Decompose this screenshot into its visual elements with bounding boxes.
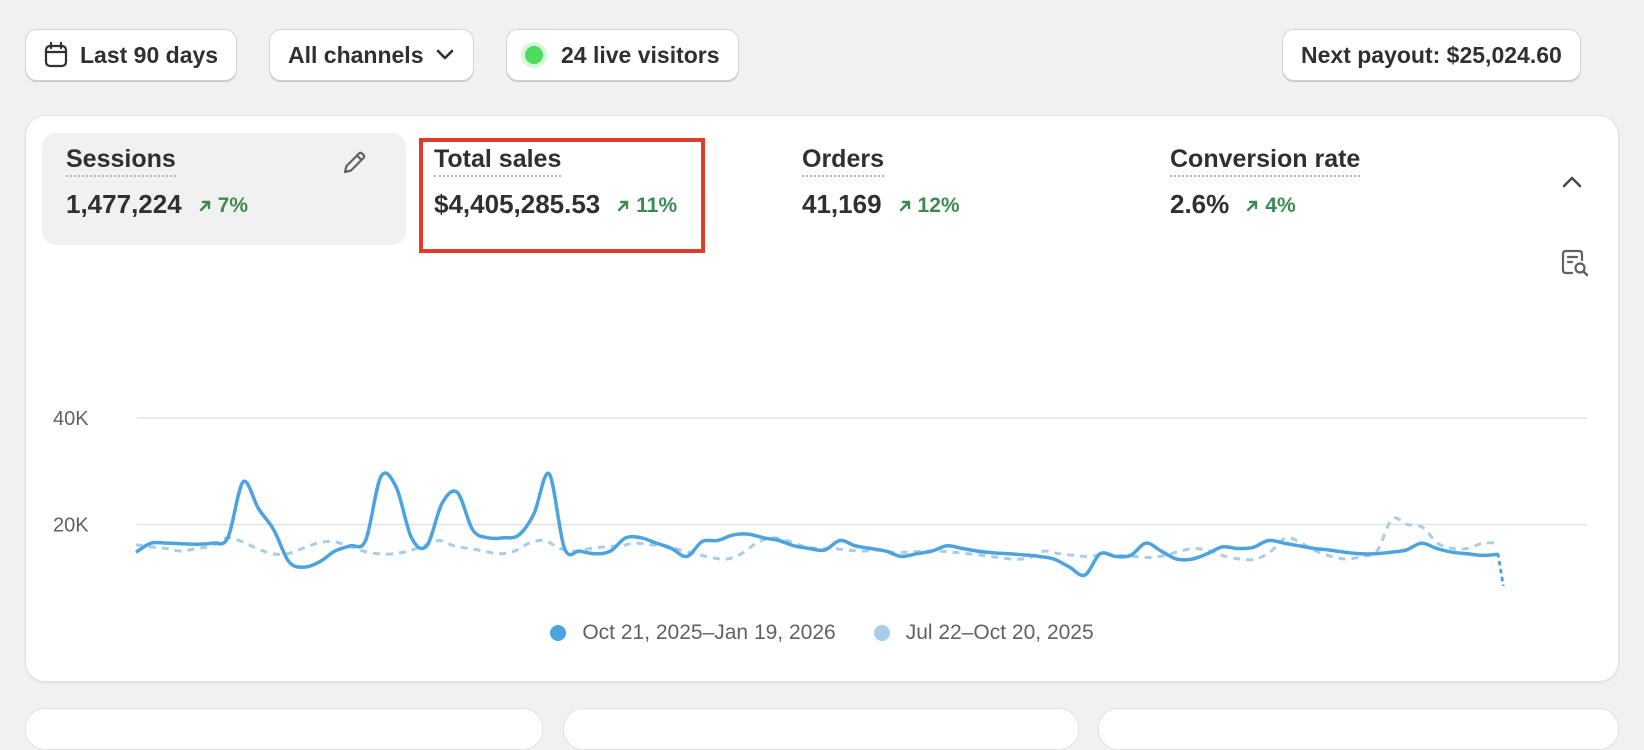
secondary-card-1 [25,708,543,750]
legend-label-current: Oct 21, 2025–Jan 19, 2026 [582,621,836,644]
metric-delta-value: 11% [636,194,678,217]
arrow-up-right-icon [899,200,910,212]
metric-conversion-rate[interactable]: Conversion rate 2.6% 4% [1146,133,1466,245]
pencil-icon[interactable] [340,149,368,177]
metric-label: Orders [802,145,884,177]
metric-value: 1,477,224 [66,189,182,219]
metric-value: 2.6% [1170,189,1230,219]
arrow-up-right-icon [1247,200,1258,212]
highlight-box [419,138,705,253]
arrow-up-right-icon [199,200,210,212]
chevron-up-icon[interactable] [1560,174,1584,190]
series-line-current-partial [1496,552,1505,586]
legend-item-previous[interactable]: Jul 22–Oct 20, 2025 [873,621,1094,645]
legend-swatch-current [550,625,567,641]
date-range-label: Last 90 days [80,41,219,68]
metric-delta-value: 12% [917,194,960,217]
channels-dropdown[interactable]: All channels [269,29,475,81]
metric-total-sales[interactable]: Total sales $4,405,285.53 11% [410,133,710,245]
metric-value: $4,405,285.53 [434,189,601,219]
series-line-current [135,471,1499,578]
legend-item-current[interactable]: Oct 21, 2025–Jan 19, 2026 [550,621,836,645]
arrow-up-right-icon [618,200,629,212]
metric-delta: 4% [1245,194,1296,218]
legend-swatch-previous [873,625,890,641]
secondary-card-2 [563,708,1079,750]
sales-line-chart: 020K40K Oct 21, 2025Nov 2, 2025Nov 14, 2… [53,408,1587,586]
y-tick-label: 20K [53,515,89,537]
metric-label: Conversion rate [1170,145,1361,177]
secondary-card-3 [1098,708,1619,750]
channels-label: All channels [288,41,424,68]
next-payout-button[interactable]: Next payout: $25,024.60 [1282,29,1581,81]
metric-delta: 11% [616,194,677,218]
metric-sessions[interactable]: Sessions 1,477,224 7% [42,133,406,245]
metric-label: Sessions [66,145,176,177]
metric-delta-value: 4% [1265,194,1296,217]
chevron-down-icon [437,49,454,60]
calendar-icon [44,42,68,68]
next-payout-label: Next payout: $25,024.60 [1301,41,1562,68]
metric-delta-value: 7% [217,194,249,217]
legend-label-previous: Jul 22–Oct 20, 2025 [905,621,1094,644]
live-dot-icon [525,46,543,64]
report-search-icon[interactable] [1560,248,1590,278]
live-visitors-label: 24 live visitors [561,41,720,68]
date-range-button[interactable]: Last 90 days [25,29,238,81]
chart-legend: Oct 21, 2025–Jan 19, 2026 Jul 22–Oct 20,… [26,621,1618,645]
metric-delta: 7% [198,194,248,218]
metric-label: Total sales [434,145,562,177]
live-visitors-button[interactable]: 24 live visitors [506,29,739,81]
metric-orders[interactable]: Orders 41,169 12% [778,133,1078,245]
metric-delta: 12% [898,194,960,218]
y-tick-label: 40K [53,408,89,430]
analytics-card: Sessions 1,477,224 7% Total sales $4,405… [25,115,1619,682]
metric-value: 41,169 [802,189,882,219]
